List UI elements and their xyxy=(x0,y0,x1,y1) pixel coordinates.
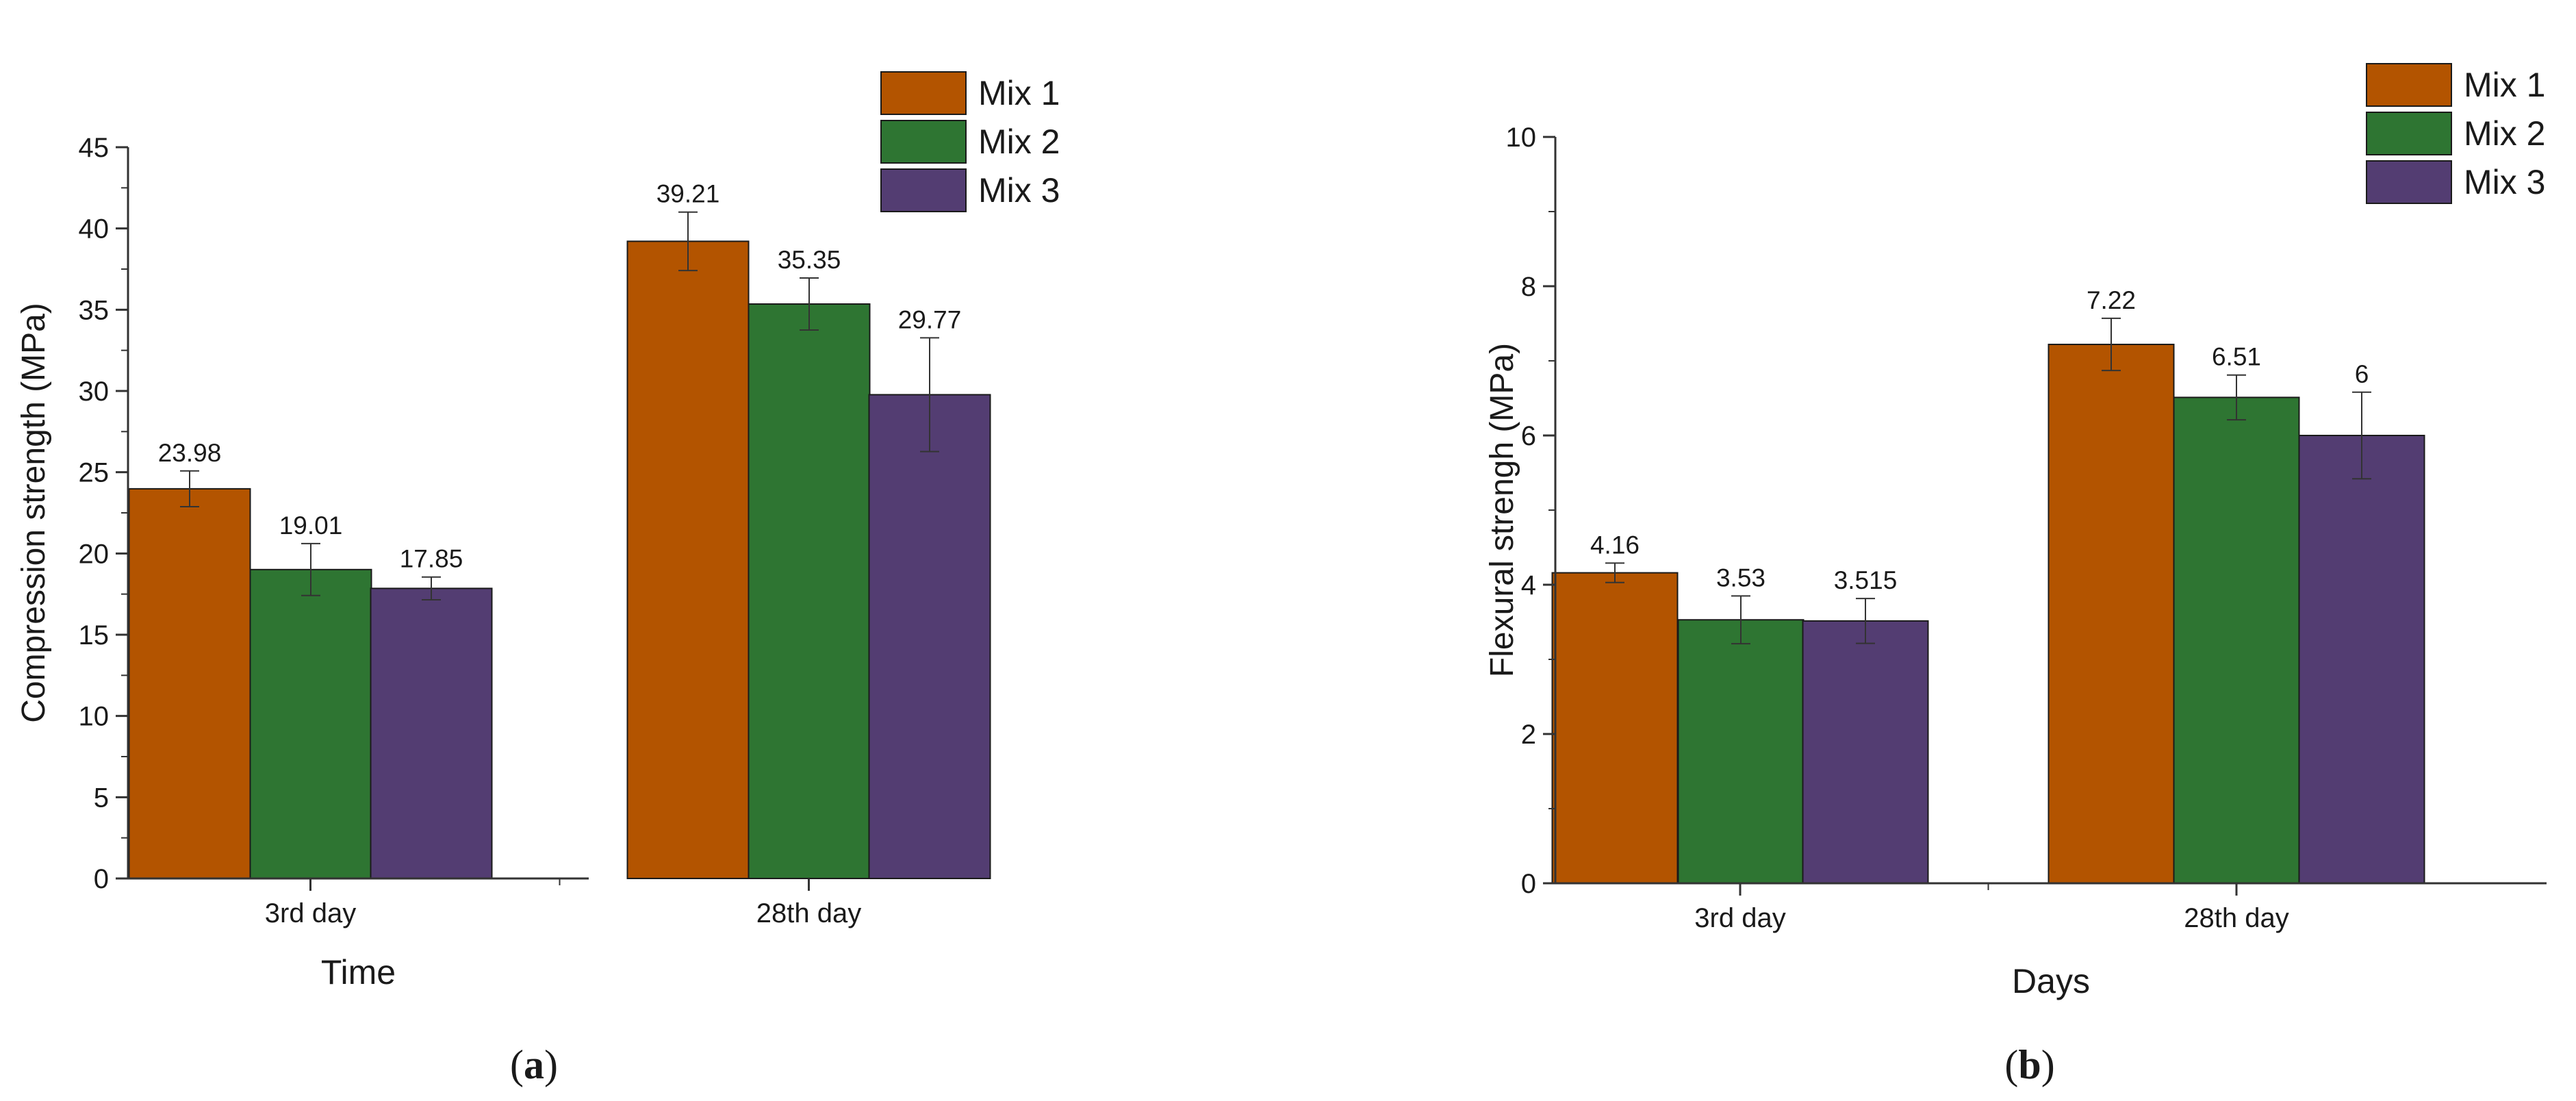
caption-letter: b xyxy=(2018,1042,2041,1087)
data-label-mix-1-2: 7.22 xyxy=(2087,286,2136,314)
data-label-mix-2-1: 19.01 xyxy=(279,511,343,540)
data-label-mix-2-1: 3.53 xyxy=(1716,564,1765,592)
y-tick-label: 4 xyxy=(1521,570,1536,600)
legend-label-mix-1: Mix 1 xyxy=(978,74,1060,112)
data-label-mix-1-1: 4.16 xyxy=(1590,531,1640,559)
bar-mix-3-1 xyxy=(370,587,493,879)
legend-swatch-mix-2 xyxy=(880,120,967,164)
legend-label-mix-2: Mix 2 xyxy=(2464,114,2545,153)
y-tick-label: 15 xyxy=(79,620,110,650)
bar-mix-2-2 xyxy=(748,303,871,879)
x-tick-label: 28th day xyxy=(756,898,861,928)
x-tick-label: 3rd day xyxy=(265,898,356,928)
legend: Mix 1 Mix 2 Mix 3 xyxy=(2366,63,2545,204)
bar-mix-1-1 xyxy=(128,488,251,879)
legend-swatch-mix-2 xyxy=(2366,112,2452,155)
bar-mix-2-1 xyxy=(1677,619,1805,884)
x-tick-label: 28th day xyxy=(2184,903,2288,933)
data-label-mix-1-2: 39.21 xyxy=(656,180,720,208)
y-tick-label: 10 xyxy=(1506,123,1537,153)
bar-mix-2-2 xyxy=(2173,396,2300,884)
legend-label-mix-1: Mix 1 xyxy=(2464,66,2545,104)
y-tick-label: 0 xyxy=(94,864,109,894)
y-tick-label: 30 xyxy=(79,377,110,407)
caption-open-paren: ( xyxy=(510,1042,524,1087)
panel-caption: (b) xyxy=(2004,1042,2054,1087)
caption-close-paren: ) xyxy=(2041,1042,2055,1087)
data-label-mix-3-1: 3.515 xyxy=(1834,566,1898,594)
legend-label-mix-2: Mix 2 xyxy=(978,123,1060,161)
bar-mix-1-1 xyxy=(1551,572,1679,884)
legend-swatch-mix-3 xyxy=(2366,160,2452,204)
y-tick-label: 8 xyxy=(1521,272,1536,302)
y-axis-title: Compression strength (MPa) xyxy=(16,303,52,723)
legend-label-mix-3: Mix 3 xyxy=(978,171,1060,210)
caption-close-paren: ) xyxy=(544,1042,558,1087)
bar-mix-3-2 xyxy=(2298,435,2425,884)
y-tick-label: 2 xyxy=(1521,720,1536,750)
y-tick-label: 6 xyxy=(1521,421,1536,451)
x-axis-title: Days xyxy=(2012,962,2090,1000)
legend: Mix 1 Mix 2 Mix 3 xyxy=(880,71,1060,212)
y-tick-label: 45 xyxy=(79,133,110,163)
panel-caption: (a) xyxy=(510,1042,558,1087)
y-tick-label: 20 xyxy=(79,539,110,569)
y-tick-label: 10 xyxy=(79,702,110,732)
chart-panel-b: 4.16 7.22 3.53 6.51 3.515 6 0 2 4 6 8 10 3rd day 28th… xyxy=(1484,63,2547,1087)
bar-mix-1-2 xyxy=(2048,344,2175,884)
data-label-mix-3-2: 6 xyxy=(2355,360,2369,388)
chart-panel-a: 23.98 39.21 19.01 35.35 17.85 29.77 0 5 10 15 20 25… xyxy=(16,71,1060,1087)
y-tick-label: 0 xyxy=(1521,869,1536,899)
caption-open-paren: ( xyxy=(2004,1042,2018,1087)
bar-mix-2-1 xyxy=(249,568,372,879)
y-tick-label: 25 xyxy=(79,458,110,488)
x-tick-label: 3rd day xyxy=(1694,903,1785,933)
legend-swatch-mix-1 xyxy=(880,71,967,115)
legend-label-mix-3: Mix 3 xyxy=(2464,163,2545,201)
bar-mix-1-2 xyxy=(626,240,750,879)
legend-swatch-mix-3 xyxy=(880,168,967,212)
y-tick-label: 5 xyxy=(94,783,109,813)
data-label-mix-3-2: 29.77 xyxy=(898,305,962,333)
x-axis-title: Time xyxy=(321,953,396,991)
y-axis-title: Flexural strengh (MPa) xyxy=(1484,343,1520,677)
y-tick-label: 35 xyxy=(79,295,110,325)
data-label-mix-2-2: 6.51 xyxy=(2212,343,2261,371)
data-label-mix-3-1: 17.85 xyxy=(400,545,463,573)
caption-letter: a xyxy=(524,1042,544,1087)
data-label-mix-1-1: 23.98 xyxy=(158,439,222,467)
bar-mix-3-2 xyxy=(868,394,991,879)
data-label-mix-2-2: 35.35 xyxy=(778,246,841,274)
legend-swatch-mix-1 xyxy=(2366,63,2452,107)
y-tick-label: 40 xyxy=(79,214,110,244)
bar-mix-3-1 xyxy=(1802,620,1929,884)
